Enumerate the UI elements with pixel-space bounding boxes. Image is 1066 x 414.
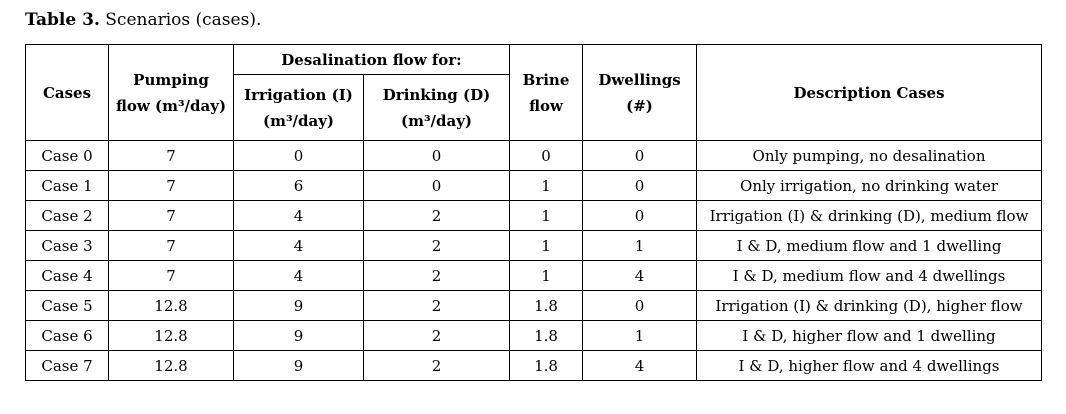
cell-dwellings: 0 <box>582 140 698 172</box>
cell-pumping: 7 <box>108 140 234 172</box>
cell-drinking: 2 <box>362 290 511 322</box>
table-caption-label: Table 3. <box>25 10 100 30</box>
header-row-sub: Irrigation (I) (m³/day) Drinking (D) (m³… <box>26 74 1042 142</box>
cell-irrigation: 0 <box>233 140 364 172</box>
cell-brine: 1 <box>509 230 584 262</box>
table-caption: Table 3. Scenarios (cases). <box>25 10 1041 30</box>
cell-case: Case 5 <box>25 290 109 322</box>
cell-drinking: 2 <box>362 260 511 292</box>
cell-description: Only irrigation, no drinking water <box>696 170 1043 202</box>
cell-pumping: 7 <box>108 170 234 202</box>
table-caption-text: Scenarios (cases). <box>105 10 262 30</box>
scenarios-table: Cases Pumping flow (m³/day) Desalination… <box>25 44 1043 382</box>
table-row: Case 5 12.8 9 2 1.8 0 Irrigation (I) & d… <box>25 290 1043 322</box>
cell-brine: 1.8 <box>509 320 584 352</box>
header-dwellings-line1: Dwellings <box>598 70 681 89</box>
cell-description: Irrigation (I) & drinking (D), medium fl… <box>696 200 1043 232</box>
cell-drinking: 2 <box>362 230 511 262</box>
cell-irrigation: 9 <box>233 350 364 382</box>
cell-case: Case 3 <box>25 230 109 262</box>
table-row: Case 0 7 0 0 0 0 Only pumping, no desali… <box>25 140 1043 172</box>
cell-brine: 0 <box>509 140 584 172</box>
cell-irrigation: 4 <box>233 200 364 232</box>
cell-dwellings: 0 <box>582 170 698 202</box>
header-dwellings: Dwellings (#) <box>582 44 698 142</box>
header-irrigation: Irrigation (I) (m³/day) <box>233 74 364 142</box>
header-brine-line2: flow <box>529 96 563 115</box>
header-pumping-line2: flow (m³/day) <box>115 96 227 115</box>
cell-description: Irrigation (I) & drinking (D), higher fl… <box>696 290 1043 322</box>
cell-pumping: 12.8 <box>108 350 234 382</box>
cell-brine: 1.8 <box>509 290 584 322</box>
cell-drinking: 2 <box>362 350 511 382</box>
cell-irrigation: 9 <box>233 320 364 352</box>
cell-drinking: 0 <box>362 140 511 172</box>
cell-pumping: 7 <box>108 230 234 262</box>
table-row: Case 7 12.8 9 2 1.8 4 I & D, higher flow… <box>25 350 1043 382</box>
header-drinking-line2: (m³/day) <box>400 111 473 130</box>
cell-pumping: 12.8 <box>108 320 234 352</box>
cell-irrigation: 6 <box>233 170 364 202</box>
header-drinking: Drinking (D) (m³/day) <box>362 74 511 142</box>
cell-case: Case 2 <box>25 200 109 232</box>
cell-dwellings: 0 <box>582 200 698 232</box>
header-drinking-line1: Drinking (D) <box>382 85 491 104</box>
table-row: Case 3 7 4 2 1 1 I & D, medium flow and … <box>25 230 1043 262</box>
cell-dwellings: 1 <box>582 320 698 352</box>
cell-dwellings: 1 <box>582 230 698 262</box>
header-description-cases: Description Cases <box>696 44 1043 142</box>
cell-case: Case 1 <box>25 170 109 202</box>
table-row: Case 4 7 4 2 1 4 I & D, medium flow and … <box>25 260 1043 292</box>
cell-pumping: 12.8 <box>108 290 234 322</box>
cell-brine: 1.8 <box>509 350 584 382</box>
cell-drinking: 0 <box>362 170 511 202</box>
cell-brine: 1 <box>509 260 584 292</box>
header-pumping-line1: Pumping <box>133 70 209 89</box>
table-header: Cases Pumping flow (m³/day) Desalination… <box>25 44 1043 142</box>
header-brine-flow: Brine flow <box>509 44 584 142</box>
cell-drinking: 2 <box>362 200 511 232</box>
cell-description: I & D, medium flow and 4 dwellings <box>696 260 1043 292</box>
header-irrigation-line2: (m³/day) <box>262 111 335 130</box>
cell-description: I & D, medium flow and 1 dwelling <box>696 230 1043 262</box>
cell-description: Only pumping, no desalination <box>696 140 1043 172</box>
cell-dwellings: 4 <box>582 260 698 292</box>
header-irrigation-line1: Irrigation (I) <box>244 85 353 104</box>
header-desalination-group: Desalination flow for: <box>232 44 511 76</box>
cell-drinking: 2 <box>362 320 511 352</box>
header-dwellings-line2: (#) <box>626 96 653 115</box>
header-cases: Cases <box>25 44 109 142</box>
header-brine-line1: Brine <box>522 70 570 89</box>
cell-case: Case 6 <box>25 320 109 352</box>
cell-pumping: 7 <box>108 260 234 292</box>
header-pumping-flow: Pumping flow (m³/day) <box>108 44 234 142</box>
cell-case: Case 4 <box>25 260 109 292</box>
table-row: Case 6 12.8 9 2 1.8 1 I & D, higher flow… <box>25 320 1043 352</box>
cell-description: I & D, higher flow and 4 dwellings <box>696 350 1043 382</box>
header-row-group: Cases Pumping flow (m³/day) Desalination… <box>25 44 1043 142</box>
cell-irrigation: 9 <box>233 290 364 322</box>
cell-brine: 1 <box>509 170 584 202</box>
table-row: Case 2 7 4 2 1 0 Irrigation (I) & drinki… <box>25 200 1043 232</box>
table-row: Case 1 7 6 0 1 0 Only irrigation, no dri… <box>25 170 1043 202</box>
cell-case: Case 7 <box>25 350 109 382</box>
cell-brine: 1 <box>509 200 584 232</box>
cell-dwellings: 0 <box>582 290 698 322</box>
cell-irrigation: 4 <box>233 260 364 292</box>
cell-case: Case 0 <box>25 140 109 172</box>
cell-dwellings: 4 <box>582 350 698 382</box>
table-body: Case 0 7 0 0 0 0 Only pumping, no desali… <box>25 140 1043 382</box>
cell-description: I & D, higher flow and 1 dwelling <box>696 320 1043 352</box>
cell-pumping: 7 <box>108 200 234 232</box>
cell-irrigation: 4 <box>233 230 364 262</box>
